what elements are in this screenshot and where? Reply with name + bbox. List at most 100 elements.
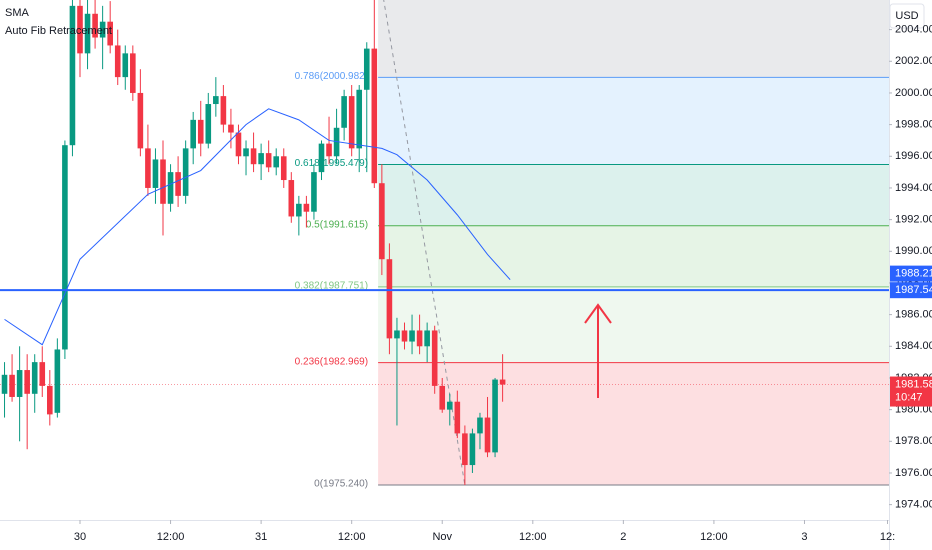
candle-body xyxy=(107,21,113,46)
y-tick-label: 1992.000 xyxy=(895,214,932,226)
candle-body xyxy=(477,417,483,434)
candle-body xyxy=(69,5,76,146)
sma-line xyxy=(4,108,511,346)
candle-body xyxy=(24,370,30,394)
currency-button[interactable] xyxy=(889,3,925,29)
candle-body xyxy=(167,172,174,204)
candle-body xyxy=(16,370,23,397)
line-price-badge xyxy=(890,282,932,299)
candle-body xyxy=(182,148,189,196)
candle-body xyxy=(54,349,61,413)
x-tick-label: 12:00 xyxy=(157,531,185,543)
candle-body xyxy=(394,330,400,339)
candle-body xyxy=(122,53,129,78)
fib-label: 0.786(2000.982) xyxy=(295,71,368,82)
candle-body xyxy=(243,148,249,157)
candle-body xyxy=(296,203,302,217)
y-tick-label: 1974.000 xyxy=(895,499,932,511)
y-tick-label: 1994.000 xyxy=(895,182,932,194)
x-tick-label: 12: xyxy=(880,531,895,543)
x-tick-label: 3 xyxy=(801,531,807,543)
y-tick-label: 1984.000 xyxy=(895,340,932,352)
sma-price-label: 1988.211 xyxy=(895,268,932,280)
fib-label: 0.236(1982.969) xyxy=(295,356,368,367)
y-tick-label: 1976.000 xyxy=(895,467,932,479)
candle-body xyxy=(197,119,204,144)
candle-body xyxy=(469,433,476,466)
arrow-annotation xyxy=(584,303,612,398)
x-tick-label: Nov xyxy=(432,531,452,543)
sma-price-badge xyxy=(890,265,932,282)
candle-body xyxy=(145,148,151,188)
candle-body xyxy=(454,401,461,434)
candle-body xyxy=(311,172,317,212)
candle-body xyxy=(341,96,347,128)
fib-zone xyxy=(378,286,889,363)
candle-body xyxy=(130,53,136,93)
candle-body xyxy=(484,417,491,453)
y-tick-label: 1978.000 xyxy=(895,435,932,447)
candle-body xyxy=(318,143,325,173)
countdown-label: 10:47 xyxy=(895,391,923,403)
candle-body xyxy=(409,330,415,342)
fib-zone xyxy=(378,0,889,78)
candle-body xyxy=(205,104,212,144)
fib-label: 0.618(1995.479) xyxy=(295,158,368,169)
x-tick-label: 2 xyxy=(620,531,626,543)
indicator-label: SMA xyxy=(5,7,30,19)
candle-body xyxy=(137,92,144,149)
candle-body xyxy=(31,362,38,394)
candle-body xyxy=(92,13,98,38)
candle-body xyxy=(303,203,310,212)
candle-body xyxy=(77,5,83,54)
candle-body xyxy=(84,13,91,54)
candle-body xyxy=(492,379,498,453)
y-tick-label: 1986.000 xyxy=(895,309,932,321)
candle-body xyxy=(62,145,68,350)
plot-area: 0.786(2000.982) 0.618(1995.479) 0.5(1991.6… xyxy=(0,0,889,490)
candle-body xyxy=(379,183,385,260)
currency-label[interactable]: USD xyxy=(895,10,918,22)
y-tick-label: 1980.000 xyxy=(895,404,932,416)
candle-body xyxy=(326,143,332,157)
candle-body xyxy=(190,119,196,149)
x-tick-label: 12:00 xyxy=(519,531,547,543)
candle-body xyxy=(356,89,363,149)
candle-body xyxy=(99,21,106,38)
candle-body xyxy=(462,433,468,466)
candle-body xyxy=(152,159,159,188)
y-tick-label: 2002.000 xyxy=(895,55,932,67)
candle-body xyxy=(235,132,242,157)
y-tick-label: 2000.000 xyxy=(895,87,932,99)
candle-body xyxy=(439,385,446,410)
candle-body xyxy=(160,159,166,204)
indicator-label: Auto Fib Retracement xyxy=(5,25,112,37)
candle-body xyxy=(47,385,53,415)
line-price-label: 1987.544 xyxy=(895,284,932,296)
arrow-head xyxy=(584,303,612,324)
fib-zone xyxy=(378,77,889,165)
x-tick-label: 12:00 xyxy=(700,531,728,543)
candle-body xyxy=(348,96,355,149)
candle-body xyxy=(265,153,272,168)
candle-body xyxy=(401,330,408,342)
candle-body xyxy=(213,96,219,105)
candle-body xyxy=(39,362,46,386)
candle-body xyxy=(446,401,453,410)
candle-body xyxy=(220,96,227,125)
candle-body xyxy=(371,48,378,184)
candle-body xyxy=(288,180,295,217)
y-tick-label: 1998.000 xyxy=(895,119,932,131)
candle-body xyxy=(499,379,506,385)
candle-body xyxy=(416,330,423,347)
fib-zone xyxy=(378,225,889,287)
y-tick-label: 2004.000 xyxy=(895,24,932,36)
y-tick-label: 1990.000 xyxy=(895,245,932,257)
candle-body xyxy=(363,48,370,90)
candle-body xyxy=(250,148,257,165)
candle-body xyxy=(114,45,121,78)
fib-label: 0(1975.240) xyxy=(314,479,368,490)
candle-body xyxy=(280,156,287,181)
x-tick-label: 31 xyxy=(255,531,267,543)
